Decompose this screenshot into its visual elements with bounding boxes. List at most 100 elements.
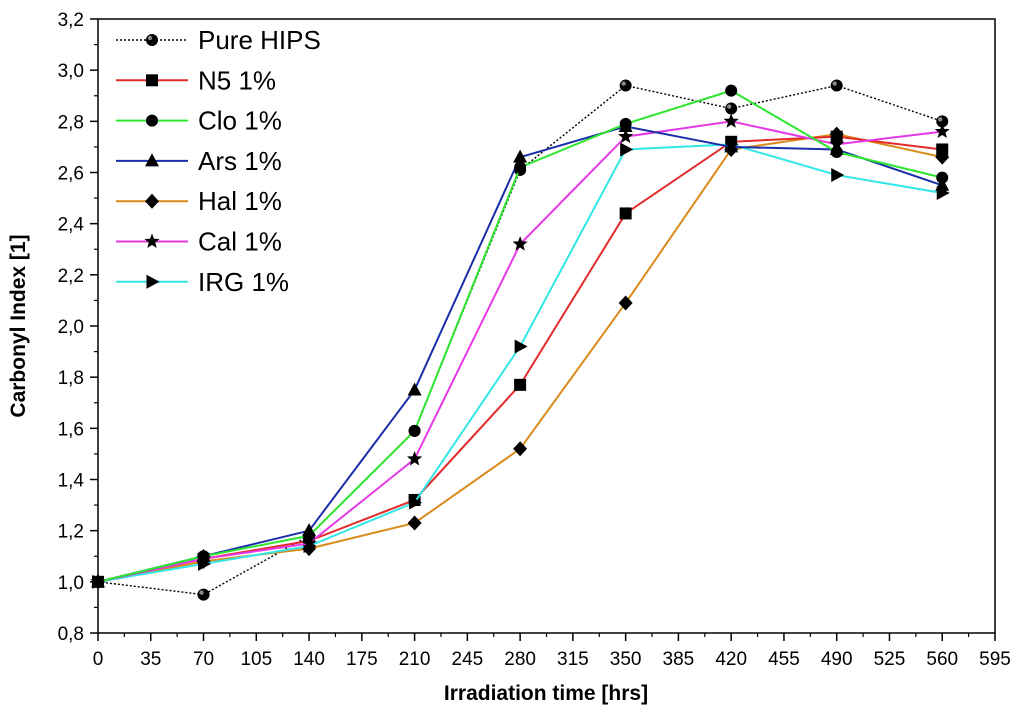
legend-item-clo-1pct: Clo 1%: [116, 106, 282, 136]
point-cal-1pct: [301, 535, 317, 550]
legend-marker-pure-hips-shine: [147, 35, 153, 41]
x-tick-label: 210: [399, 649, 431, 670]
legend-marker-clo-1pct: [146, 114, 158, 127]
point-n5-1pct: [936, 143, 949, 156]
point-hal-1pct: [407, 515, 422, 531]
y-tick-label: 2,0: [58, 317, 84, 338]
point-n5-1pct: [514, 378, 527, 391]
point-pure-hips-shine: [832, 81, 837, 86]
x-tick-label: 280: [504, 649, 536, 670]
point-clo-1pct: [92, 575, 104, 588]
x-tick-label: 385: [663, 649, 695, 670]
x-tick-label: 350: [610, 649, 642, 670]
legend-label-ars-1pct: Ars 1%: [198, 146, 282, 176]
legend-label-hal-1pct: Hal 1%: [198, 186, 282, 216]
point-cal-1pct: [618, 128, 634, 144]
point-clo-1pct: [303, 529, 316, 542]
legend-item-hal-1pct: Hal 1%: [116, 186, 282, 216]
legend-label-cal-1pct: Cal 1%: [198, 227, 282, 257]
x-tick-label: 70: [193, 649, 214, 670]
point-cal-1pct: [512, 236, 528, 251]
x-tick-label: 525: [874, 649, 906, 670]
point-cal-1pct: [406, 451, 423, 466]
y-tick-label: 1,2: [58, 522, 84, 543]
point-pure-hips: [830, 79, 843, 92]
x-axis-title: Irradiation time [hrs]: [444, 682, 648, 705]
legend-item-ars-1pct: Ars 1%: [116, 146, 282, 176]
legend-marker-irg-1pct: [146, 274, 160, 289]
y-tick-label: 1,8: [58, 368, 84, 389]
legend-item-cal-1pct: Cal 1%: [116, 227, 282, 257]
y-axis-title: Carbonyl Index [1]: [7, 234, 30, 417]
point-clo-1pct: [619, 117, 632, 130]
y-tick-label: 1,4: [58, 471, 85, 492]
legend: Pure HIPS N5 1% Clo 1% Ars 1% Hal 1% Cal 1% IR…: [116, 25, 321, 297]
x-tick-label: 35: [140, 649, 161, 670]
y-tick-label: 0,8: [58, 624, 84, 645]
point-pure-hips-body: [197, 588, 210, 601]
point-pure-hips-body: [830, 79, 843, 92]
point-ars-1pct: [935, 177, 950, 191]
axis-ticks: 0 35 70 105 140 175 210 245 280 315 350 385 420 455 49…: [58, 10, 1011, 670]
point-pure-hips-shine: [199, 590, 204, 595]
point-pure-hips: [936, 115, 949, 128]
point-ars-1pct: [513, 149, 528, 163]
legend-marker-hal-1pct: [145, 193, 159, 209]
point-clo-1pct: [936, 171, 949, 184]
y-tick-label: 1,0: [58, 573, 84, 594]
x-tick-label: 175: [346, 649, 378, 670]
y-tick-label: 1,6: [58, 419, 84, 440]
y-tick-label: 3,2: [58, 10, 84, 31]
legend-label-n5-1pct: N5 1%: [198, 65, 276, 95]
point-pure-hips-shine: [621, 81, 626, 86]
x-tick-label: 105: [240, 649, 272, 670]
y-tick-label: 2,2: [58, 266, 84, 287]
x-tick-label: 595: [979, 649, 1011, 670]
legend-label-irg-1pct: IRG 1%: [198, 267, 289, 297]
y-tick-label: 2,8: [58, 112, 84, 133]
point-hal-1pct: [618, 295, 633, 311]
point-irg-1pct: [831, 168, 845, 183]
legend-marker-pure-hips-body: [146, 34, 158, 46]
point-pure-hips-body: [725, 102, 738, 115]
point-pure-hips-shine: [726, 104, 732, 109]
point-clo-1pct: [514, 161, 527, 174]
x-tick-label: 490: [821, 649, 853, 670]
x-tick-label: 245: [452, 649, 484, 670]
point-irg-1pct: [409, 495, 423, 510]
x-tick-label: 420: [715, 649, 747, 670]
x-tick-label: 455: [768, 649, 800, 670]
x-tick-label: 315: [557, 649, 589, 670]
y-tick-label: 2,4: [58, 215, 85, 236]
point-irg-1pct: [514, 339, 528, 354]
point-ars-1pct: [407, 382, 422, 396]
series-clo-1pct: [92, 84, 949, 588]
point-clo-1pct: [408, 424, 421, 437]
y-tick-label: 2,6: [58, 164, 84, 185]
y-tick-label: 3,0: [58, 61, 84, 82]
series-layer: [90, 79, 950, 601]
point-pure-hips: [197, 588, 210, 601]
legend-item-irg-1pct: IRG 1%: [116, 267, 289, 297]
series-cal-1pct: [90, 113, 950, 589]
x-tick-label: 560: [926, 649, 958, 670]
point-pure-hips: [725, 102, 738, 115]
point-pure-hips-shine: [938, 117, 943, 122]
point-pure-hips-body: [619, 79, 632, 92]
point-clo-1pct: [197, 550, 210, 563]
x-tick-label: 140: [293, 649, 325, 670]
legend-marker-ars-1pct: [145, 153, 159, 167]
point-cal-1pct: [723, 113, 739, 128]
legend-item-pure-hips: Pure HIPS: [116, 25, 321, 55]
x-tick-label: 0: [93, 649, 104, 670]
point-ars-1pct: [724, 139, 739, 153]
legend-marker-pure-hips: [146, 34, 158, 46]
legend-item-n5-1pct: N5 1%: [116, 65, 276, 95]
legend-label-clo-1pct: Clo 1%: [198, 106, 282, 136]
point-irg-1pct: [620, 142, 634, 157]
point-clo-1pct: [725, 84, 738, 97]
point-cal-1pct: [934, 123, 950, 139]
point-pure-hips: [619, 79, 632, 92]
point-clo-1pct: [830, 146, 843, 159]
